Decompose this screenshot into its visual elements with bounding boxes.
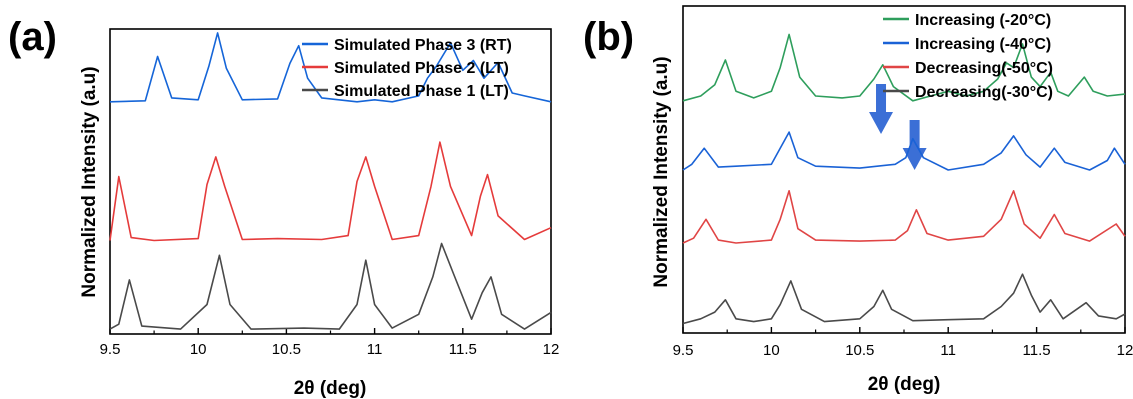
legend-label: Simulated Phase 3 (RT): [334, 37, 512, 54]
down-arrow-icon: [869, 84, 894, 134]
x-tick-label: 10.5: [272, 341, 301, 358]
x-tick-label: 12: [543, 341, 560, 358]
x-tick-label: 10.5: [845, 342, 874, 359]
legend-label: Simulated Phase 1 (LT): [334, 83, 509, 100]
legend-label: Decreasing(-30°C): [915, 84, 1053, 101]
series-line: [109, 242, 552, 330]
legend-a: Simulated Phase 3 (RT) Simulated Phase 2 …: [302, 37, 512, 100]
x-axis-title-b: 2θ (deg): [868, 374, 941, 395]
x-tick-label: 9.5: [673, 342, 694, 359]
arrows-b: [869, 84, 927, 170]
y-axis-title-a: Normalized Intensity (a.u): [79, 66, 100, 297]
x-tick-label: 9.5: [100, 341, 121, 358]
legend-b: Increasing (-20°C) Increasing (-40°C) Decr…: [883, 12, 1053, 101]
series-group-a: [109, 32, 552, 330]
panel-label-b: (b): [583, 15, 634, 59]
legend-label: Simulated Phase 2 (LT): [334, 60, 509, 77]
panel-b: (b) 9.5 10 10.5 11 11.5 12 Increasing (-20°C)…: [583, 5, 1133, 395]
series-group-b: [682, 33, 1126, 325]
panel-label-a: (a): [8, 15, 57, 59]
legend-label: Increasing (-20°C): [915, 12, 1051, 29]
series-line: [109, 32, 552, 103]
series-line: [682, 131, 1126, 171]
legend-label: Increasing (-40°C): [915, 36, 1051, 53]
legend-label: Decreasing(-50°C): [915, 60, 1053, 77]
panel-a: (a) 9.5 10 10.5 11 11.5 12 Simulated Phase 3 …: [8, 15, 559, 399]
x-ticks-a: 9.5 10 10.5 11 11.5 12: [100, 328, 560, 358]
x-tick-label: 11: [940, 342, 956, 359]
x-tick-label: 12: [1117, 342, 1133, 359]
x-axis-title-a: 2θ (deg): [294, 378, 367, 399]
x-tick-label: 10: [190, 341, 207, 358]
down-arrow-icon: [902, 120, 927, 170]
x-tick-label: 11.5: [449, 341, 477, 358]
x-tick-label: 10: [763, 342, 780, 359]
plot-frame-b: [682, 5, 1126, 334]
x-ticks-b: 9.5 10 10.5 11 11.5 12: [673, 327, 1133, 359]
series-line: [682, 273, 1126, 325]
series-line: [682, 33, 1126, 102]
y-axis-title-b: Normalized Intensity (a.u): [651, 56, 672, 287]
x-tick-label: 11: [367, 341, 383, 358]
series-line: [682, 190, 1126, 244]
x-tick-label: 11.5: [1023, 342, 1051, 359]
series-line: [109, 141, 552, 242]
